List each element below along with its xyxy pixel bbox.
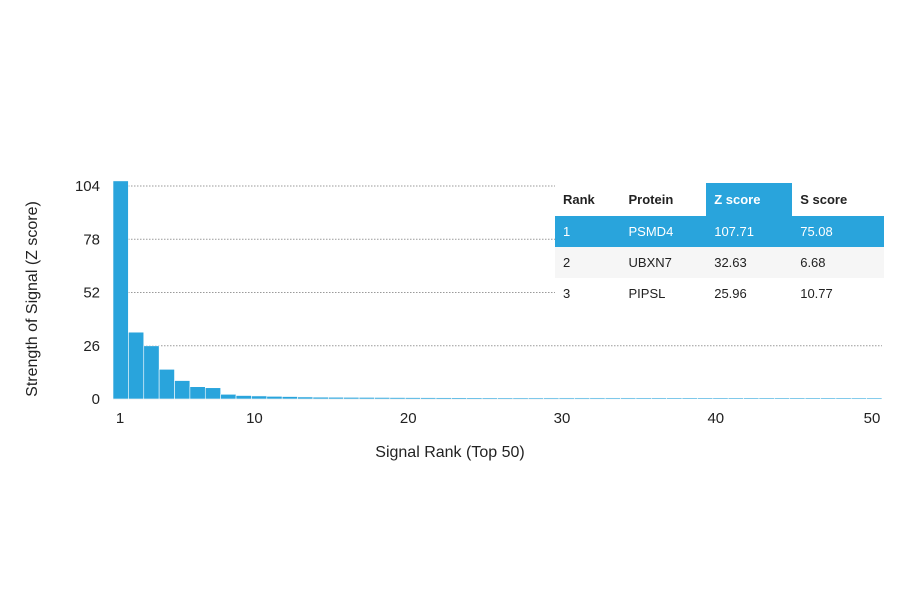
bar [604,397,621,400]
x-tick-label: 50 [864,410,881,427]
y-tick-labels: 0 26 52 78 104 [75,178,100,408]
x-axis-title: Signal Rank (Top 50) [375,444,524,461]
bar [297,396,314,400]
table-row[interactable]: 3 PIPSL 25.96 10.77 [555,278,884,309]
bar [435,397,452,400]
bar [404,397,421,400]
cell-rank: 2 [555,247,621,278]
bar [497,397,514,400]
cell-protein: PSMD4 [620,216,707,247]
bar-series [112,180,883,400]
x-tick-label: 30 [554,410,571,427]
x-tick-label: 10 [246,410,263,427]
bar [266,396,283,400]
bar [174,380,191,400]
bar [312,396,329,400]
bar [789,397,806,400]
bar [804,397,821,400]
bar [527,397,544,400]
cell-z-score: 25.96 [714,286,747,301]
bar [589,397,606,400]
bar [681,397,698,400]
bar [774,397,791,400]
cell-rank: 1 [555,216,621,247]
table-header-row: Rank Protein Z score S score [555,183,884,216]
bar [650,397,667,400]
bar [158,369,175,400]
score-table: Rank Protein Z score S score 1 PSMD4 107… [555,183,884,309]
bar [420,397,437,400]
bar [620,397,637,400]
cell-s-score: 10.77 [800,286,833,301]
bar [820,397,837,400]
bar [235,395,252,400]
bar [835,397,852,400]
bar [128,331,145,400]
bar [189,386,206,400]
bar [574,397,591,400]
bar [343,397,360,400]
cell-protein: PIPSL [628,286,666,301]
bar [112,180,129,400]
y-axis-title: Strength of Signal (Z score) [24,201,41,397]
bar [451,397,468,400]
cell-protein: UBXN7 [620,247,707,278]
header-s-score[interactable]: S score [800,192,848,207]
bar [758,397,775,400]
bar [866,397,883,400]
bar [743,397,760,400]
bar [666,397,683,400]
x-tick-labels: 1 10 20 30 40 50 [116,410,881,427]
bar [727,397,744,400]
bar [481,397,498,400]
bar [389,397,406,400]
bar [850,397,867,400]
bar [712,397,729,400]
bar [143,345,160,400]
bar [512,397,529,400]
bar [635,397,652,400]
cell-s-score: 6.68 [792,247,884,278]
y-tick-label: 0 [92,391,100,408]
header-rank: Rank [563,192,595,207]
cell-z-score: 32.63 [706,247,793,278]
bar [328,396,345,400]
cell-z-score: 107.71 [706,216,793,247]
y-tick-label: 52 [83,285,100,302]
bar [251,395,268,400]
bar [374,397,391,400]
bar [466,397,483,400]
bar [220,393,237,400]
x-tick-label: 20 [400,410,417,427]
x-tick-label: 40 [707,410,724,427]
bar [358,397,375,400]
cell-s-score: 75.08 [792,216,884,247]
header-z-score[interactable]: Z score [706,183,793,216]
bar [543,397,560,400]
bar [558,397,575,400]
bar [697,397,714,400]
y-tick-label: 78 [83,231,100,248]
bar [204,387,221,400]
table-row[interactable]: 2 UBXN7 32.63 6.68 [555,247,884,278]
y-tick-label: 104 [75,178,100,195]
bar [281,396,298,400]
x-tick-label: 1 [116,410,124,427]
y-tick-label: 26 [83,338,100,355]
cell-rank: 3 [563,286,571,301]
header-protein: Protein [628,192,674,207]
table-row[interactable]: 1 PSMD4 107.71 75.08 [555,216,884,247]
